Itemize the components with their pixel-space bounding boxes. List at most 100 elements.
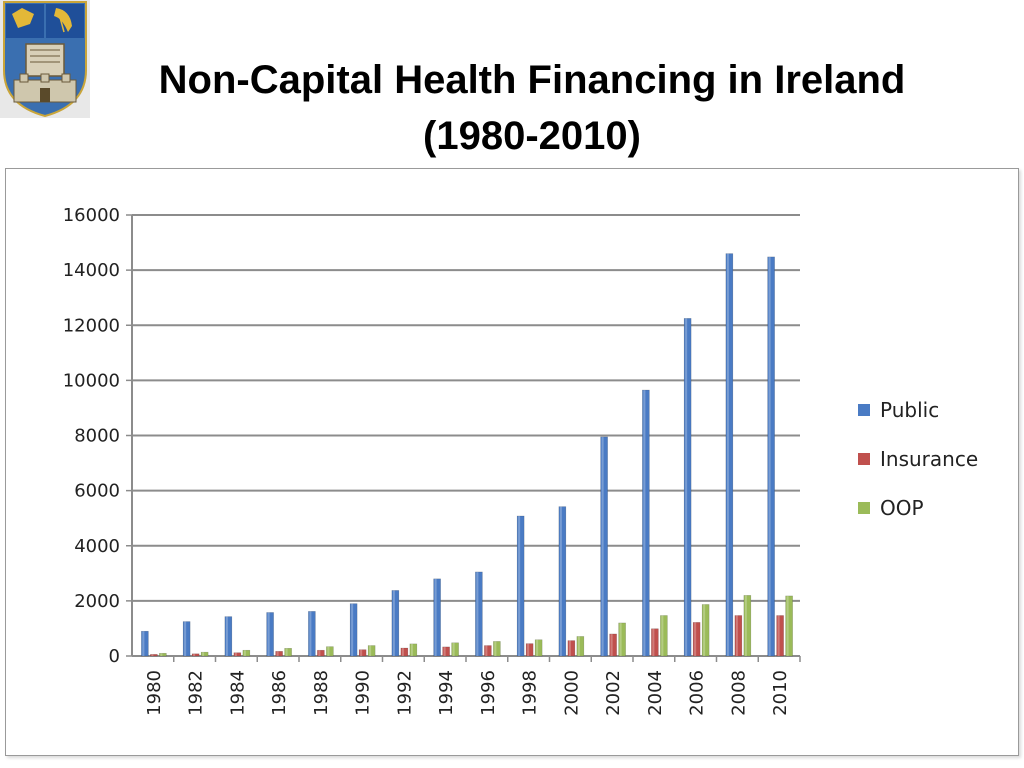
- x-tick-label: 1984: [227, 670, 248, 716]
- bar-oop-2004: [660, 615, 668, 657]
- bar-highlight: [452, 642, 455, 656]
- y-tick-label: 4000: [74, 536, 120, 557]
- bar-highlight: [318, 650, 321, 656]
- bar-highlight: [527, 643, 530, 656]
- bar-highlight: [351, 603, 354, 656]
- bar-highlight: [744, 595, 747, 656]
- x-tick-label: 1980: [144, 670, 165, 716]
- bar-highlight: [327, 646, 330, 656]
- legend-label-oop: OOP: [880, 496, 924, 520]
- y-tick-label: 10000: [63, 370, 120, 391]
- legend-label-insurance: Insurance: [880, 447, 978, 471]
- x-tick-label: 2004: [645, 670, 666, 716]
- bar-insurance-1982: [191, 653, 200, 657]
- bar-oop-2002: [618, 622, 626, 657]
- bar-public-2010: [767, 256, 775, 657]
- bar-chart: 0 2000 4000 6000 8000 10000 12000 14000 16000 198…: [63, 205, 978, 716]
- bar-public-1986: [266, 612, 274, 657]
- bar-public-2002: [600, 436, 608, 657]
- bar-highlight: [285, 648, 288, 656]
- x-tick-label: 2008: [728, 670, 749, 716]
- bar-insurance-1984: [233, 652, 242, 657]
- bar-insurance-1986: [275, 651, 283, 657]
- chart-frame: 0 2000 4000 6000 8000 10000 12000 14000 16000 198…: [5, 168, 1019, 756]
- bar-oop-2010: [785, 595, 793, 657]
- legend-swatch-insurance: [858, 453, 870, 465]
- bar-public-1988: [308, 611, 316, 657]
- bar-insurance-2000: [567, 640, 576, 657]
- legend-swatch-public: [858, 404, 870, 416]
- bar-oop-1994: [451, 642, 459, 657]
- bar-highlight: [267, 612, 270, 656]
- bar-highlight: [619, 622, 622, 656]
- bar-insurance-1998: [525, 643, 534, 657]
- x-tick-label: 1998: [520, 670, 541, 716]
- bar-public-1994: [433, 578, 441, 657]
- page-title: Non-Capital Health Financing in Ireland …: [60, 52, 1004, 164]
- bar-highlight: [777, 615, 780, 656]
- bar-oop-1986: [284, 648, 292, 657]
- bar-highlight: [568, 640, 571, 656]
- x-tick-label: 2006: [687, 670, 708, 716]
- legend-label-public: Public: [880, 398, 939, 422]
- bar-highlight: [726, 253, 729, 656]
- bar-public-1984: [224, 616, 233, 657]
- bar-insurance-2010: [776, 615, 784, 657]
- bar-highlight: [309, 611, 312, 656]
- bar-public-2000: [558, 506, 567, 657]
- bar-highlight: [193, 653, 196, 656]
- bar-public-1992: [391, 590, 400, 657]
- bar-highlight: [735, 615, 738, 656]
- bar-public-1998: [516, 515, 525, 657]
- x-tick-label: 1996: [478, 670, 499, 716]
- bar-highlight: [401, 648, 404, 656]
- bar-highlight: [243, 650, 246, 656]
- bar-public-1982: [182, 621, 191, 657]
- y-tick-label: 8000: [74, 426, 120, 447]
- university-crest-icon: [0, 0, 90, 118]
- bar-insurance-2002: [609, 633, 617, 657]
- bar-oop-1992: [409, 643, 418, 657]
- x-tick-label: 2010: [770, 670, 791, 716]
- bar-highlight: [703, 604, 706, 656]
- bar-highlight: [151, 654, 154, 656]
- bar-highlight: [142, 631, 145, 656]
- x-tick-label: 1990: [353, 670, 374, 716]
- bar-insurance-2006: [692, 622, 701, 657]
- bar-highlight: [601, 436, 604, 656]
- y-tick-label: 6000: [74, 481, 120, 502]
- bar-highlight: [559, 506, 562, 656]
- bar-oop-1982: [200, 651, 209, 657]
- y-tick-label: 14000: [63, 260, 120, 281]
- bar-insurance-1990: [358, 649, 367, 657]
- y-tick-label: 12000: [63, 315, 120, 336]
- bar-highlight: [360, 649, 363, 656]
- bar-insurance-1992: [400, 647, 409, 657]
- bar-highlight: [160, 653, 163, 656]
- x-tick-label: 1988: [311, 670, 332, 716]
- bar-oop-2008: [743, 595, 752, 657]
- title-line-2: (1980-2010): [423, 114, 641, 158]
- bar-public-2008: [725, 253, 734, 657]
- bar-highlight: [485, 645, 488, 656]
- bar-oop-2000: [576, 636, 585, 657]
- y-tick-label: 16000: [63, 205, 120, 226]
- bar-highlight: [610, 633, 613, 656]
- x-tick-label: 1992: [394, 670, 415, 716]
- bar-highlight: [234, 652, 237, 656]
- bar-public-1990: [349, 603, 358, 657]
- bar-oop-1984: [242, 649, 251, 657]
- x-tick-label: 2000: [561, 670, 582, 716]
- bar-oop-1996: [493, 641, 501, 657]
- bar-insurance-1994: [442, 646, 450, 657]
- bar-highlight: [536, 639, 539, 656]
- x-tick-label: 1994: [436, 670, 457, 716]
- bar-oop-2006: [701, 604, 710, 657]
- bar-highlight: [434, 578, 437, 656]
- x-tick-label: 1986: [269, 670, 290, 716]
- bar-oop-1998: [534, 639, 543, 657]
- bar-highlight: [577, 636, 580, 656]
- bar-insurance-2004: [651, 628, 659, 657]
- bar-highlight: [369, 645, 372, 656]
- bar-highlight: [225, 616, 228, 656]
